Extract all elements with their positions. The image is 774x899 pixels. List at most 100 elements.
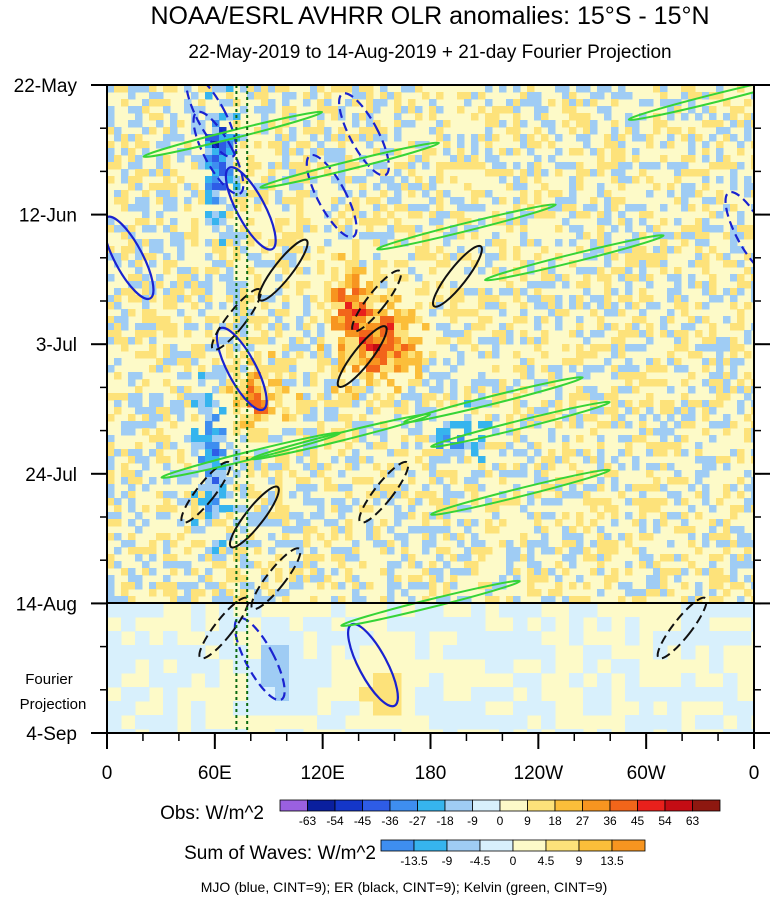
field-cell <box>506 218 514 226</box>
field-cell <box>170 330 178 338</box>
field-cell <box>548 547 556 555</box>
projection-cell <box>695 631 710 646</box>
field-cell <box>156 155 164 163</box>
field-cell <box>534 386 542 394</box>
field-cell <box>646 582 654 590</box>
field-cell <box>352 400 360 408</box>
field-cell <box>723 421 731 429</box>
projection-cell <box>317 617 332 632</box>
field-cell <box>359 456 367 464</box>
projection-cell <box>681 603 696 618</box>
projection-cell <box>177 659 192 674</box>
field-cell <box>464 414 472 422</box>
field-cell <box>422 92 430 100</box>
field-cell <box>247 540 255 548</box>
waves-colorbar-boxes: -13.5 -9 -4.5 0 4.5 9 13.5 <box>380 839 646 868</box>
field-cell <box>401 484 409 492</box>
field-cell <box>429 253 437 261</box>
field-cell <box>366 169 374 177</box>
field-cell <box>702 344 710 352</box>
field-cell <box>450 253 458 261</box>
field-cell <box>359 190 367 198</box>
field-cell <box>240 386 248 394</box>
projection-cell <box>737 701 752 716</box>
field-cell <box>646 99 654 107</box>
field-cell <box>149 414 157 422</box>
field-cell <box>345 85 353 93</box>
field-cell <box>590 498 598 506</box>
field-cell <box>513 127 521 135</box>
field-cell <box>660 120 668 128</box>
field-cell <box>485 505 493 513</box>
field-cell <box>345 575 353 583</box>
projection-cell <box>485 631 500 646</box>
field-cell <box>583 232 591 240</box>
field-cell <box>240 596 248 604</box>
field-cell <box>408 386 416 394</box>
field-cell <box>506 225 514 233</box>
field-cell <box>380 239 388 247</box>
field-cell <box>506 540 514 548</box>
projection-cell <box>723 729 738 733</box>
field-cell <box>310 414 318 422</box>
field-cell <box>107 393 115 401</box>
field-cell <box>639 484 647 492</box>
x-tick-label: 60E <box>198 763 232 784</box>
field-cell <box>534 106 542 114</box>
field-cell <box>555 204 563 212</box>
field-cell <box>569 162 577 170</box>
field-cell <box>695 281 703 289</box>
projection-cell <box>289 673 304 688</box>
field-cell <box>359 428 367 436</box>
field-cell <box>534 519 542 527</box>
field-cell <box>513 575 521 583</box>
field-cell <box>443 526 451 534</box>
field-cell <box>331 253 339 261</box>
field-cell <box>569 106 577 114</box>
field-cell <box>590 519 598 527</box>
field-cell <box>534 449 542 457</box>
field-cell <box>534 323 542 331</box>
field-cell <box>177 393 185 401</box>
field-cell <box>716 554 724 562</box>
field-cell <box>737 344 745 352</box>
field-cell <box>716 456 724 464</box>
field-cell <box>135 526 143 534</box>
field-cell <box>219 449 227 457</box>
field-cell <box>387 568 395 576</box>
projection-cell <box>163 645 178 660</box>
field-cell <box>149 85 157 93</box>
field-cell <box>268 99 276 107</box>
field-cell <box>338 323 346 331</box>
field-cell <box>478 134 486 142</box>
field-cell <box>499 106 507 114</box>
field-cell <box>744 99 752 107</box>
field-cell <box>695 218 703 226</box>
field-cell <box>352 393 360 401</box>
field-cell <box>681 134 689 142</box>
field-cell <box>135 183 143 191</box>
field-cell <box>373 281 381 289</box>
field-cell <box>744 232 752 240</box>
field-cell <box>324 484 332 492</box>
field-cell <box>198 526 206 534</box>
field-cell <box>492 295 500 303</box>
field-cell <box>450 449 458 457</box>
projection-cell <box>177 645 192 660</box>
field-cell <box>492 428 500 436</box>
field-cell <box>709 281 717 289</box>
field-cell <box>240 379 248 387</box>
field-cell <box>331 484 339 492</box>
field-cell <box>639 505 647 513</box>
field-cell <box>548 596 556 604</box>
field-cell <box>646 442 654 450</box>
field-cell <box>632 484 640 492</box>
colorbar-box <box>307 799 336 812</box>
field-cell <box>121 232 129 240</box>
field-cell <box>695 260 703 268</box>
field-cell <box>464 99 472 107</box>
projection-cell <box>163 687 178 702</box>
field-cell <box>660 253 668 261</box>
field-cell <box>135 575 143 583</box>
field-cell <box>702 106 710 114</box>
